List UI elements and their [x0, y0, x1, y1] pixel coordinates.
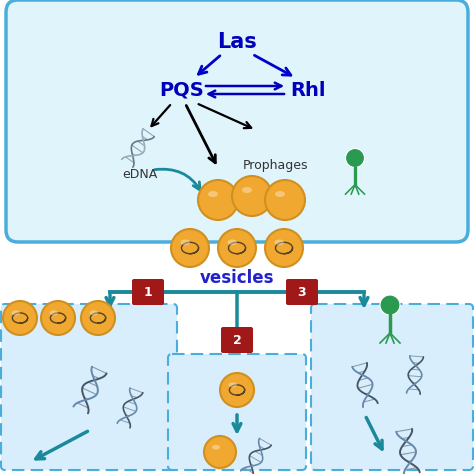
Circle shape: [204, 436, 236, 468]
Circle shape: [41, 301, 75, 335]
Text: 2: 2: [233, 334, 241, 346]
Text: 1: 1: [144, 285, 152, 299]
Text: eDNA: eDNA: [122, 168, 158, 182]
FancyBboxPatch shape: [221, 327, 253, 353]
Ellipse shape: [274, 239, 284, 245]
Text: Las: Las: [217, 32, 257, 52]
FancyBboxPatch shape: [132, 279, 164, 305]
Ellipse shape: [49, 310, 58, 316]
Ellipse shape: [212, 445, 220, 450]
Ellipse shape: [208, 191, 218, 197]
FancyBboxPatch shape: [1, 304, 177, 470]
Circle shape: [265, 180, 305, 220]
Text: Prophages: Prophages: [243, 158, 309, 172]
Circle shape: [220, 373, 254, 407]
Ellipse shape: [90, 310, 98, 316]
Circle shape: [218, 229, 256, 267]
Circle shape: [81, 301, 115, 335]
Ellipse shape: [181, 239, 190, 245]
Circle shape: [346, 148, 365, 167]
Ellipse shape: [228, 383, 237, 387]
FancyBboxPatch shape: [286, 279, 318, 305]
Circle shape: [380, 295, 400, 315]
Text: PQS: PQS: [160, 81, 204, 100]
FancyBboxPatch shape: [168, 354, 306, 470]
Circle shape: [198, 180, 238, 220]
FancyBboxPatch shape: [311, 304, 473, 470]
FancyBboxPatch shape: [6, 0, 468, 242]
Circle shape: [265, 229, 303, 267]
Circle shape: [3, 301, 37, 335]
Ellipse shape: [275, 191, 285, 197]
Ellipse shape: [11, 310, 20, 316]
Text: vesicles: vesicles: [200, 269, 274, 287]
FancyArrowPatch shape: [155, 169, 200, 190]
Circle shape: [232, 176, 272, 216]
Ellipse shape: [228, 239, 237, 245]
Text: Rhl: Rhl: [290, 81, 326, 100]
Ellipse shape: [242, 187, 252, 193]
Circle shape: [171, 229, 209, 267]
Text: 3: 3: [298, 285, 306, 299]
